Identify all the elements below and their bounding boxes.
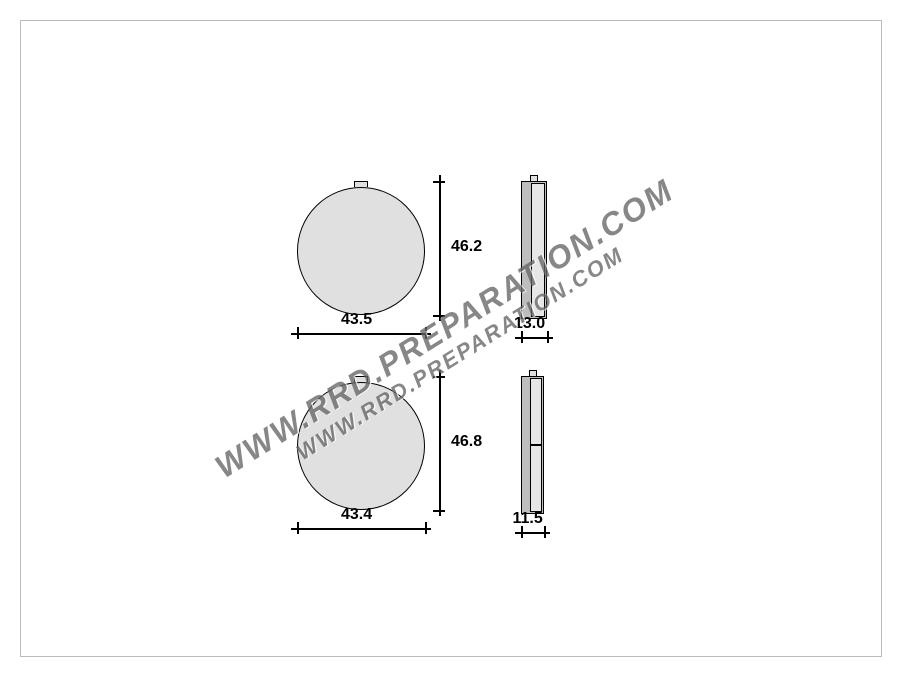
pad-top-dim-thickness-label: 13.0 (514, 315, 545, 333)
pad-bottom-face (297, 382, 425, 510)
pad-top-dim-height-label: 46.2 (451, 238, 482, 256)
image-frame: 46.243.513.046.843.411.5 WWW.RRD.PREPARA… (20, 20, 882, 657)
pad-bottom-dim-thickness-label: 11.5 (513, 510, 543, 528)
pad-top-side-friction (531, 183, 545, 317)
pad-top-face (297, 187, 425, 315)
diagram-stage: 46.2 43.5 13.0 46.8 43.4 11.5 (21, 21, 881, 656)
pad-bottom-dim-width-label: 43.4 (341, 506, 372, 524)
pad-bottom-side-split (530, 444, 542, 446)
pad-top-dim-width-label: 43.5 (341, 311, 372, 329)
pad-bottom-dim-height-label: 46.8 (451, 433, 482, 451)
